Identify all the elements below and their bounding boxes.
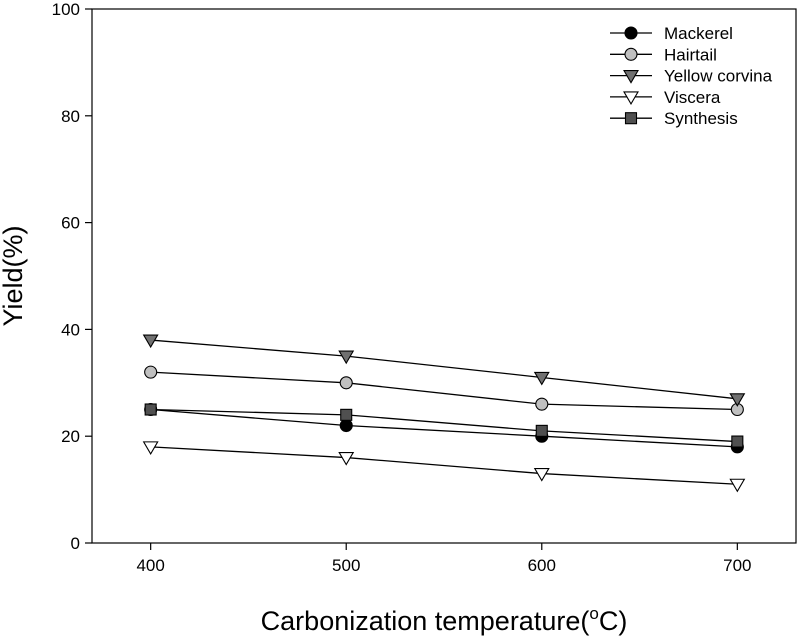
y-axis: 0 20 40 60 80 100 xyxy=(52,0,92,553)
plot-frame xyxy=(91,8,797,544)
data-point-viscera xyxy=(729,478,746,493)
y-tick-label: 20 xyxy=(61,427,80,446)
series-line-hairtail xyxy=(150,371,738,411)
legend-marker-synthesis xyxy=(624,112,638,125)
y-axis-title: Yield(%) xyxy=(0,225,28,326)
series-line-viscera xyxy=(150,446,738,485)
x-axis-title-unit-open: ( xyxy=(580,606,589,636)
y-tick-label: 100 xyxy=(52,0,80,19)
data-point-hairtail xyxy=(535,397,549,411)
x-tick-label: 500 xyxy=(332,556,360,575)
data-point-synthesis xyxy=(731,435,744,448)
legend-marker-viscera xyxy=(623,91,639,105)
legend-entry-mackerel: Mackerel xyxy=(610,24,733,43)
series-yellow-corvina xyxy=(142,334,746,407)
x-axis: 400 500 600 700 xyxy=(136,543,752,575)
data-point-synthesis xyxy=(144,403,157,416)
series-layer xyxy=(142,334,746,493)
data-point-viscera xyxy=(142,441,159,455)
series-viscera xyxy=(142,441,746,493)
data-point-yellow-corvina xyxy=(142,334,159,349)
data-point-yellow-corvina xyxy=(533,371,550,386)
legend-label-synthesis: Synthesis xyxy=(664,109,738,128)
x-axis-title-unit-rest: C) xyxy=(599,606,628,636)
y-tick-label: 40 xyxy=(61,320,80,339)
data-point-viscera xyxy=(533,468,550,482)
legend-label-hairtail: Hairtail xyxy=(664,45,717,64)
x-tick-label: 400 xyxy=(136,556,164,575)
series-hairtail xyxy=(144,365,744,417)
data-point-hairtail xyxy=(339,376,353,390)
y-tick-label: 80 xyxy=(61,107,80,126)
legend-entry-hairtail: Hairtail xyxy=(610,45,717,64)
data-point-hairtail xyxy=(144,365,158,379)
legend-marker-yellow-corvina xyxy=(623,70,639,84)
data-point-synthesis xyxy=(535,424,548,437)
legend-entry-yellow-corvina: Yellow corvina xyxy=(610,67,773,86)
legend-label-mackerel: Mackerel xyxy=(664,24,733,43)
series-line-synthesis xyxy=(150,408,738,443)
data-point-synthesis xyxy=(340,408,353,421)
data-point-viscera xyxy=(338,452,355,466)
x-tick-label: 600 xyxy=(528,556,556,575)
data-point-yellow-corvina xyxy=(729,393,746,407)
series-synthesis xyxy=(144,403,744,448)
data-point-yellow-corvina xyxy=(338,350,355,365)
x-axis-title-main: Carbonization temperature xyxy=(261,606,581,636)
legend-entry-viscera: Viscera xyxy=(610,88,721,107)
x-axis-title-unit-sup: o xyxy=(589,604,598,623)
legend-marker-hairtail xyxy=(624,47,638,61)
y-tick-label: 60 xyxy=(61,214,80,233)
x-tick-label: 700 xyxy=(723,556,751,575)
legend-label-yellow-corvina: Yellow corvina xyxy=(664,67,773,86)
x-axis-title: Carbonization temperature(oC) xyxy=(261,604,628,636)
legend-entry-synthesis: Synthesis xyxy=(610,109,738,128)
series-line-yellow-corvina xyxy=(150,339,738,400)
data-point-mackerel xyxy=(339,418,353,433)
series-mackerel xyxy=(144,402,744,454)
legend-label-viscera: Viscera xyxy=(664,88,721,107)
legend: Mackerel Hairtail Yellow corvina Viscera Syn… xyxy=(610,24,773,128)
y-tick-label: 0 xyxy=(71,534,80,553)
legend-marker-mackerel xyxy=(624,26,638,40)
series-line-mackerel xyxy=(150,408,738,448)
